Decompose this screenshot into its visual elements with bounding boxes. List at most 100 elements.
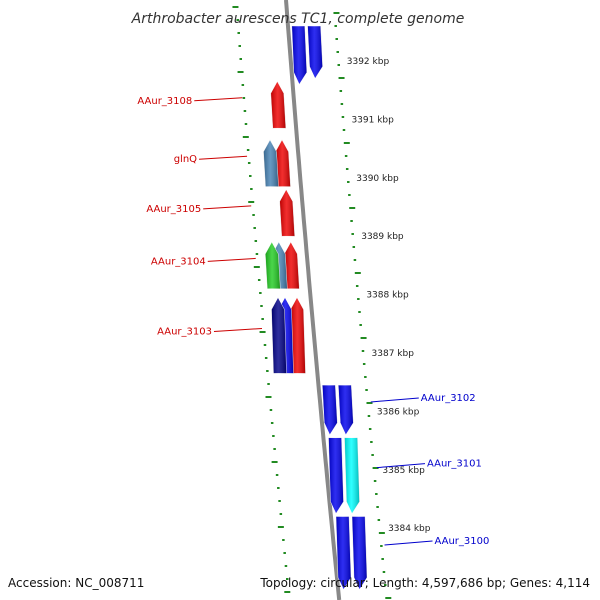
gene-arrow-shading bbox=[352, 516, 367, 590]
gene-arrow-shading bbox=[284, 242, 300, 289]
tick-mark bbox=[334, 25, 337, 27]
tick-mark bbox=[336, 51, 339, 53]
tick-mark bbox=[285, 578, 289, 580]
tick-mark bbox=[349, 207, 356, 209]
tick-mark bbox=[264, 357, 268, 359]
tick-mark bbox=[353, 259, 357, 261]
tick-mark bbox=[361, 350, 365, 352]
tick-mark bbox=[368, 428, 372, 430]
tick-mark bbox=[247, 162, 251, 164]
scale-labels: 3392 kbp 3391 kbp 3390 kbp 3389 kbp 3388 kbp… bbox=[347, 57, 431, 534]
tick-mark bbox=[340, 103, 344, 105]
tick-mark bbox=[259, 331, 266, 333]
tick-mark bbox=[380, 545, 383, 547]
tick-mark bbox=[373, 480, 377, 482]
gene-arrow-shading bbox=[328, 437, 344, 514]
tick-mark bbox=[267, 383, 270, 385]
tick-mark bbox=[370, 441, 373, 443]
tick-mark bbox=[273, 448, 276, 450]
tick-mark bbox=[265, 396, 272, 398]
tick-mark bbox=[255, 253, 259, 255]
tick-mark bbox=[283, 552, 286, 554]
tick-mark bbox=[259, 292, 262, 294]
gene-label-aaur-3102[interactable]: AAur_3102 bbox=[421, 393, 476, 404]
tick-mark bbox=[376, 506, 379, 508]
gene-label-aaur-3108[interactable]: AAur_3108 bbox=[137, 96, 192, 107]
tick-mark bbox=[342, 129, 346, 131]
gene-label-aaur-3100[interactable]: AAur_3100 bbox=[435, 536, 490, 547]
scale-label: 3389 kbp bbox=[361, 232, 404, 242]
tick-mark bbox=[378, 532, 385, 534]
tick-mark bbox=[371, 454, 374, 456]
tick-mark bbox=[252, 214, 255, 216]
tick-mark bbox=[357, 298, 360, 300]
tick-mark bbox=[372, 467, 379, 469]
gene-arrow-shading bbox=[275, 139, 291, 187]
tick-mark bbox=[278, 500, 281, 502]
tick-mark bbox=[253, 266, 260, 268]
tick-mark bbox=[266, 370, 269, 372]
tick-mark bbox=[351, 233, 354, 235]
tick-mark bbox=[249, 175, 252, 177]
tick-mark bbox=[284, 565, 288, 567]
tick-mark bbox=[375, 493, 378, 495]
tick-mark bbox=[358, 311, 361, 313]
tick-mark bbox=[272, 435, 275, 437]
label-leader bbox=[376, 463, 426, 469]
tick-mark bbox=[343, 142, 350, 144]
scale-label: 3386 kbp bbox=[377, 407, 420, 417]
tick-mark bbox=[248, 201, 255, 203]
gene-labels: AAur_3108 glnQ AAur_3105 AAur_3104 AAur_3103… bbox=[137, 96, 489, 547]
label-leader bbox=[213, 327, 263, 332]
tick-mark bbox=[270, 422, 274, 424]
tick-mark bbox=[282, 539, 285, 541]
tick-mark bbox=[360, 337, 367, 339]
tick-mark bbox=[277, 487, 280, 489]
scale-label: 3391 kbp bbox=[351, 115, 394, 125]
tick-mark bbox=[344, 155, 348, 157]
gene-label-aaur-3103[interactable]: AAur_3103 bbox=[157, 326, 212, 337]
tick-mark bbox=[381, 558, 384, 560]
label-leader bbox=[194, 97, 243, 102]
tick-mark bbox=[377, 519, 381, 521]
tick-mark bbox=[338, 77, 345, 79]
gene-arrow-shading bbox=[265, 242, 281, 289]
backbone-line bbox=[284, 0, 342, 600]
tick-mark bbox=[257, 279, 261, 281]
label-leader bbox=[199, 155, 248, 160]
gene-label-glnq[interactable]: glnQ bbox=[174, 154, 197, 165]
tick-mark bbox=[355, 285, 359, 287]
gene-label-aaur-3101[interactable]: AAur_3101 bbox=[427, 459, 482, 470]
gene-arrow-shading bbox=[338, 385, 354, 435]
gene-label-aaur-3105[interactable]: AAur_3105 bbox=[146, 204, 201, 215]
accession-text: Accession: NC_008711 bbox=[8, 576, 144, 590]
tick-mark bbox=[284, 591, 291, 593]
backbone bbox=[284, 0, 342, 600]
tick-mark bbox=[244, 123, 248, 125]
tick-mark bbox=[253, 227, 256, 229]
tick-mark bbox=[335, 38, 338, 40]
tick-mark bbox=[277, 526, 284, 528]
scale-label: 3390 kbp bbox=[356, 174, 399, 184]
gene-arrow-shading bbox=[291, 26, 307, 85]
tick-mark bbox=[250, 188, 253, 190]
tick-mark bbox=[359, 324, 362, 326]
gene-arrow-shading bbox=[270, 81, 286, 129]
gene-label-aaur-3104[interactable]: AAur_3104 bbox=[151, 256, 206, 267]
tick-mark bbox=[232, 6, 239, 8]
tick-mark bbox=[246, 149, 250, 151]
scale-label: 3384 kbp bbox=[388, 524, 431, 534]
scale-label: 3392 kbp bbox=[347, 57, 390, 67]
label-leader bbox=[207, 257, 256, 262]
tick-marks bbox=[232, 6, 392, 599]
tick-mark bbox=[385, 597, 392, 599]
tick-mark bbox=[350, 220, 353, 222]
tick-mark bbox=[263, 344, 267, 346]
tick-mark bbox=[241, 84, 245, 86]
tick-mark bbox=[275, 474, 279, 476]
tick-mark bbox=[261, 318, 264, 320]
tick-mark bbox=[365, 389, 368, 391]
gene-arrows bbox=[263, 25, 368, 591]
tick-mark bbox=[345, 168, 349, 170]
